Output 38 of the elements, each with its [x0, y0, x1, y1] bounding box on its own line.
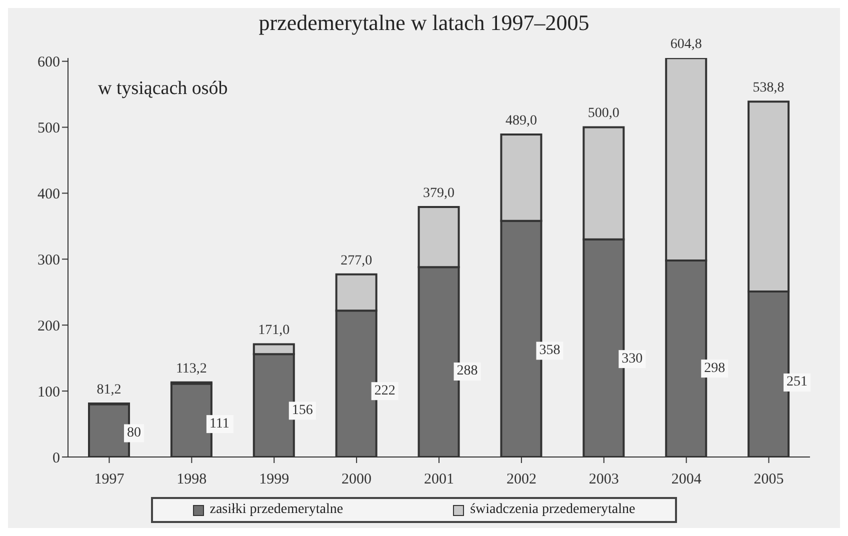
data-label: 156 — [292, 402, 313, 418]
data-label: 298 — [704, 360, 726, 376]
x-tick-label: 2001 — [424, 472, 454, 488]
y-tick-label: 600 — [38, 54, 60, 71]
total-label: 489,0 — [505, 114, 537, 128]
annotation: w tysiącach osób — [98, 78, 228, 100]
x-tick-label: 1998 — [176, 472, 207, 488]
x-tick-label: 2003 — [588, 472, 619, 488]
y-tick-label: 200 — [38, 318, 60, 334]
total-label: 538,8 — [752, 80, 784, 96]
total-label: 81,2 — [96, 382, 122, 398]
y-tick-label: 0 — [52, 450, 60, 466]
data-label: 330 — [622, 351, 643, 366]
data-label: 251 — [786, 374, 808, 390]
x-tick-label: 1999 — [259, 472, 290, 488]
total-label: 604,8 — [670, 37, 702, 52]
y-tick-label: 400 — [38, 186, 60, 203]
data-label: 288 — [456, 364, 478, 379]
x-tick-label: 2000 — [342, 472, 372, 488]
data-label: 358 — [539, 342, 560, 358]
x-tick-label: 2004 — [671, 472, 702, 488]
x-tick-label: 2002 — [506, 472, 536, 488]
chart-title: przedemerytalne w latach 1997–2005 — [258, 10, 590, 36]
x-tick-label: 2005 — [754, 472, 784, 488]
total-label: 379,0 — [423, 186, 455, 202]
y-tick-label: 300 — [38, 252, 60, 268]
legend-label: zasiłki przedemerytalne — [208, 502, 344, 518]
legend-label: świadczenia przedemerytalne — [469, 502, 636, 518]
data-label: 222 — [374, 383, 396, 398]
total-label: 500,0 — [588, 106, 620, 122]
data-label: 80 — [127, 425, 141, 440]
total-label: 171,0 — [258, 323, 290, 338]
y-tick-label: 100 — [38, 384, 60, 400]
total-label: 113,2 — [176, 361, 207, 376]
y-tick-label: 500 — [38, 120, 60, 137]
x-tick-label: 1997 — [94, 472, 125, 488]
total-label: 277,0 — [340, 253, 372, 268]
data-label: 111 — [209, 416, 230, 432]
